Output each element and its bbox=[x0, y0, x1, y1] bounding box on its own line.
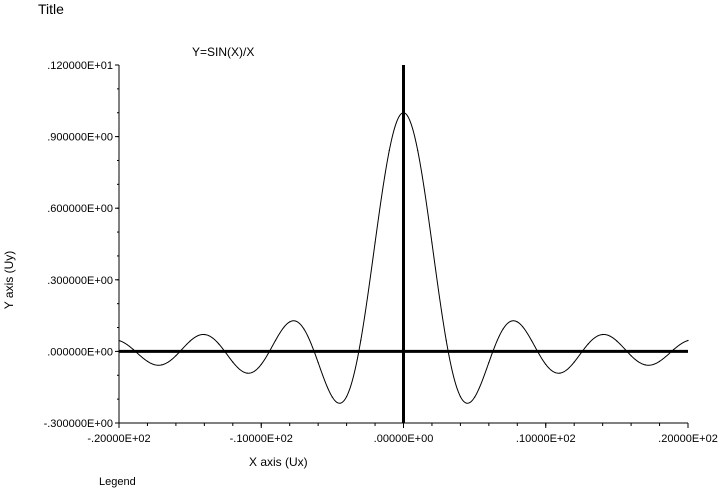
data-point bbox=[545, 363, 547, 365]
data-point bbox=[687, 339, 689, 342]
data-point bbox=[118, 339, 120, 342]
data-point bbox=[673, 348, 675, 351]
x-tick-label: -.10000E+02 bbox=[230, 433, 293, 445]
data-point bbox=[146, 360, 149, 362]
data-point bbox=[417, 149, 419, 152]
data-point bbox=[189, 340, 191, 342]
data-point bbox=[516, 321, 518, 323]
data-point bbox=[474, 396, 476, 398]
x-tick-label: .00000E+00 bbox=[374, 433, 434, 445]
data-point bbox=[360, 339, 362, 341]
data-point bbox=[132, 348, 134, 351]
x-axis-title: X axis (Ux) bbox=[249, 455, 308, 469]
data-point bbox=[530, 339, 533, 342]
data-point bbox=[303, 328, 305, 330]
data-point bbox=[246, 372, 248, 374]
y-tick-label: .000000E+00 bbox=[47, 346, 113, 358]
y-tick-label: .120000E+01 bbox=[47, 60, 113, 72]
data-point bbox=[346, 395, 348, 398]
y-tick-label: .900000E+00 bbox=[47, 132, 113, 144]
data-point bbox=[502, 328, 504, 330]
data-point bbox=[630, 355, 632, 357]
chart-title: Y=SIN(X)/X bbox=[192, 45, 254, 59]
data-point bbox=[459, 395, 461, 398]
data-point bbox=[289, 321, 291, 323]
data-point bbox=[161, 364, 163, 366]
data-point bbox=[175, 355, 177, 357]
data-point bbox=[331, 396, 333, 398]
data-point bbox=[559, 372, 561, 374]
x-tick-label: .10000E+02 bbox=[516, 433, 576, 445]
data-point bbox=[445, 339, 447, 341]
data-point bbox=[602, 333, 604, 336]
data-point bbox=[374, 242, 376, 244]
data-point bbox=[388, 149, 390, 152]
y-tick-label: .300000E+00 bbox=[47, 275, 113, 287]
data-point bbox=[431, 242, 433, 244]
y-tick-label: -.300000E+00 bbox=[44, 418, 113, 430]
data-point bbox=[274, 339, 277, 342]
legend-label: Legend bbox=[99, 476, 136, 488]
data-point bbox=[232, 361, 234, 363]
data-point bbox=[402, 112, 405, 114]
window-title: Title bbox=[38, 1, 64, 17]
data-point bbox=[203, 333, 205, 336]
data-point bbox=[488, 361, 490, 364]
plot-area: -.300000E+00 .000000E+00 .300000E+00 .60000… bbox=[44, 60, 718, 445]
y-tick-label: .600000E+00 bbox=[47, 203, 113, 215]
data-point bbox=[217, 343, 220, 345]
x-tick-label: .20000E+02 bbox=[658, 433, 718, 445]
data-point bbox=[573, 361, 575, 363]
data-point bbox=[317, 361, 319, 364]
data-point bbox=[587, 343, 590, 345]
data-point bbox=[260, 363, 262, 365]
data-point bbox=[616, 340, 618, 342]
data-point bbox=[644, 364, 646, 366]
data-point bbox=[658, 360, 661, 362]
x-tick-label: -.20000E+02 bbox=[87, 433, 150, 445]
y-axis-title: Y axis (Uy) bbox=[2, 251, 16, 309]
